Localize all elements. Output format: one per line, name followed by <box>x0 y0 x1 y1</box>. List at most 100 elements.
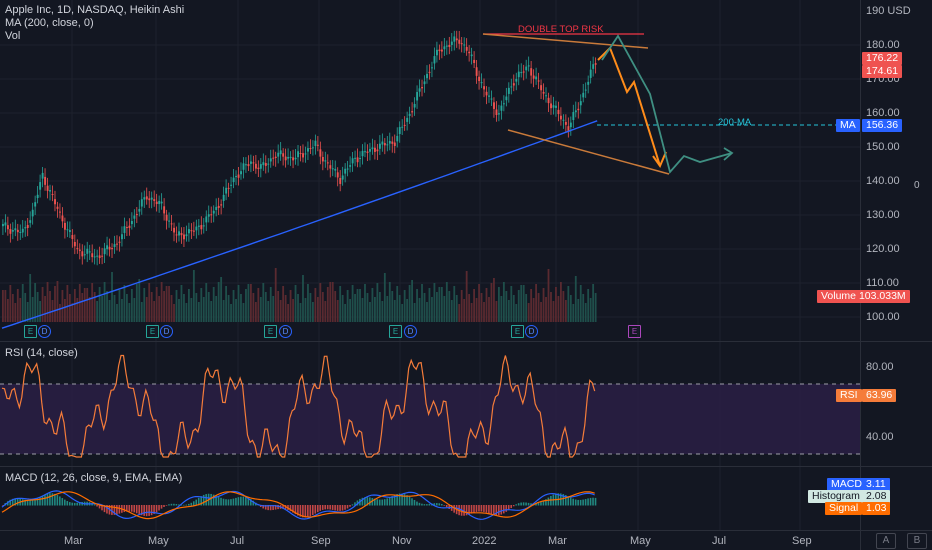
macd-histogram-bar <box>564 495 567 506</box>
candle-body <box>145 196 148 200</box>
candle-body <box>344 168 347 174</box>
candle-body <box>592 64 595 69</box>
volume-bar <box>366 293 369 322</box>
candle-body <box>307 148 309 152</box>
candle-body <box>361 150 364 157</box>
volume-bar <box>222 300 225 322</box>
volume-bar <box>123 285 126 322</box>
earnings-marker[interactable]: E <box>264 325 277 338</box>
volume-bar <box>455 295 458 322</box>
symbol-title[interactable]: Apple Inc, 1D, NASDAQ, Heikin Ashi <box>5 4 185 16</box>
macd-histogram-bar <box>54 493 56 506</box>
candle-body <box>567 126 570 132</box>
ma-annotation[interactable]: 200-MA <box>718 117 752 128</box>
candle-body <box>143 197 146 200</box>
volume-bar <box>190 298 193 322</box>
macd-histogram-bar <box>212 494 215 506</box>
volume-legend[interactable]: Vol <box>5 30 21 42</box>
volume-bar <box>83 288 86 322</box>
candle-body <box>71 234 74 240</box>
double-top-annotation[interactable]: DOUBLE TOP RISK <box>518 24 604 35</box>
volume-bar <box>106 291 108 322</box>
volume-bar <box>396 286 399 322</box>
rsi-legend[interactable]: RSI (14, close) <box>5 347 78 359</box>
earnings-marker[interactable]: E <box>511 325 524 338</box>
volume-bar <box>54 286 56 322</box>
candle-body <box>478 76 481 82</box>
earnings-marker[interactable]: E <box>24 325 37 338</box>
candle-body <box>490 98 493 100</box>
candle-body <box>349 165 352 167</box>
candle-body <box>93 256 96 258</box>
candle-body <box>319 149 322 157</box>
volume-bar <box>64 299 66 322</box>
macd-histogram-bar <box>150 505 153 516</box>
dividend-marker[interactable]: D <box>404 325 417 338</box>
macd-legend[interactable]: MACD (12, 26, close, 9, EMA, EMA) <box>5 472 183 484</box>
volume-bar <box>287 304 289 322</box>
volume-bar <box>527 303 530 322</box>
auto-scale-button[interactable]: A <box>876 533 896 549</box>
volume-bar <box>61 290 64 322</box>
macd-histogram-bar <box>329 505 331 510</box>
pane-separator-macd[interactable] <box>0 466 932 467</box>
earnings-marker[interactable]: E <box>389 325 402 338</box>
volume-bar <box>96 301 99 322</box>
candle-body <box>197 225 200 227</box>
dividend-marker[interactable]: D <box>279 325 292 338</box>
candle-body <box>210 214 213 216</box>
candle-body <box>297 151 300 158</box>
candle-body <box>500 105 503 111</box>
candle-body <box>346 168 349 170</box>
candle-body <box>495 109 498 116</box>
dividend-marker[interactable]: D <box>38 325 51 338</box>
candle-body <box>374 147 376 152</box>
candle-body <box>264 163 267 166</box>
macd-histogram-bar <box>51 493 54 506</box>
macd-histogram-bar <box>116 505 118 515</box>
macd-histogram-bar <box>68 502 71 506</box>
volume-bar <box>329 282 332 322</box>
ma-legend[interactable]: MA (200, close, 0) <box>5 17 94 29</box>
volume-bar <box>480 293 483 322</box>
macd-histogram-bar <box>297 505 299 516</box>
b-button[interactable]: B <box>907 533 927 549</box>
macd-histogram-bar <box>49 493 51 506</box>
candle-body <box>235 176 238 178</box>
volume-bar <box>421 284 423 322</box>
pane-separator-rsi[interactable] <box>0 341 932 342</box>
volume-bar <box>463 299 466 322</box>
earnings-marker[interactable]: E <box>146 325 159 338</box>
candle-body <box>250 161 252 164</box>
volume-bar <box>349 299 351 322</box>
volume-bar <box>277 291 280 322</box>
macd-histogram-bar <box>443 505 446 506</box>
currency-label[interactable]: USD <box>887 5 911 17</box>
candle-body <box>153 199 156 201</box>
dividend-marker[interactable]: D <box>525 325 538 338</box>
macd-histogram-bar <box>21 499 24 506</box>
dividend-marker[interactable]: D <box>160 325 173 338</box>
candle-body <box>237 174 240 178</box>
macd-histogram-bar <box>398 493 401 506</box>
macd-histogram-bar <box>259 505 262 507</box>
volume-bar <box>247 284 250 322</box>
candle-body <box>11 229 14 232</box>
volume-bar <box>44 296 46 322</box>
macd-histogram-bar <box>34 499 36 506</box>
macd-histogram-bar <box>202 494 205 506</box>
macd-histogram-bar <box>11 498 14 506</box>
candle-body <box>537 80 540 82</box>
macd-histogram-bar <box>302 505 304 518</box>
volume-bar <box>361 298 364 322</box>
candle-body <box>413 103 416 108</box>
earnings-marker[interactable]: E <box>628 325 641 338</box>
volume-bar <box>502 282 505 322</box>
volume-bar <box>118 290 121 322</box>
candle-body <box>2 223 4 227</box>
macd-histogram-bar <box>304 505 307 518</box>
volume-bar <box>562 291 565 322</box>
macd-histogram-bar <box>71 502 74 506</box>
macd-histogram-bar <box>245 496 247 506</box>
